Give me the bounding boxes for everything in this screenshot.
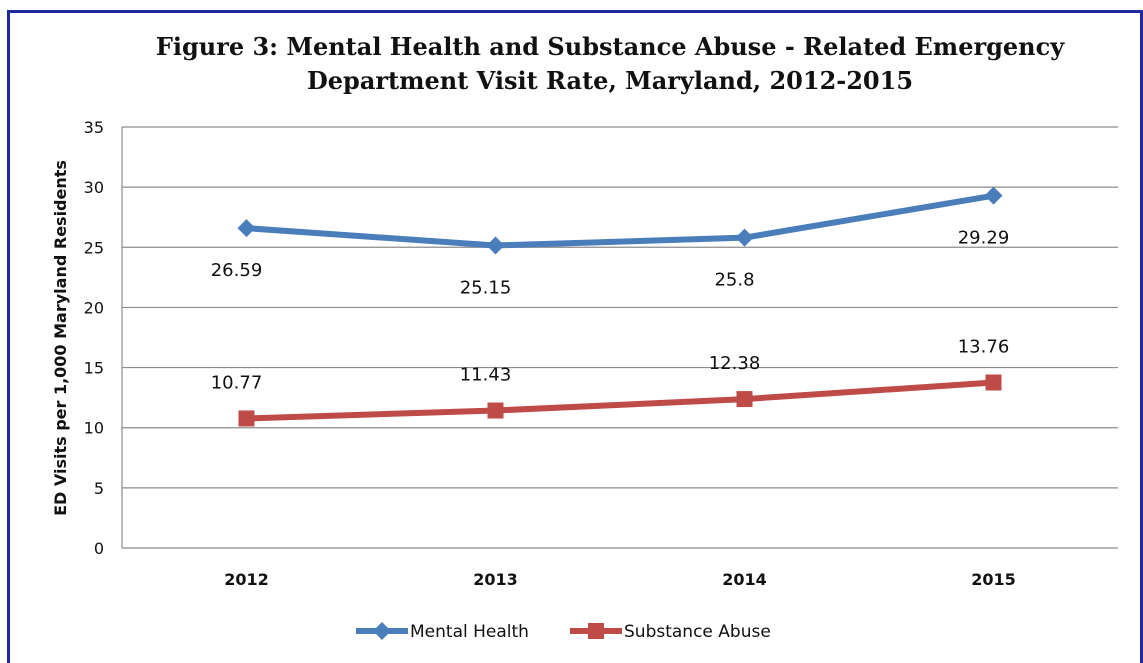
legend-item-mental-health: Mental Health [356,622,529,642]
x-tick-labels: 2012 2013 2014 2015 [224,570,1016,589]
data-label-substance-abuse: 11.43 [460,365,512,386]
data-point-mental-health [735,228,754,247]
data-label-mental-health: 26.59 [211,260,263,281]
data-label-substance-abuse: 10.77 [211,372,263,393]
data-point-mental-health [984,186,1003,205]
data-point-substance-abuse [487,402,504,419]
legend-item-substance-abuse: Substance Abuse [570,622,771,642]
y-tick-labels: 0 5 10 15 20 25 30 35 [84,118,104,558]
data-labels: 26.59 25.15 25.8 29.29 10.77 11.43 12.38 13.76 [211,228,1010,394]
series-mental-health [237,186,1003,255]
series-substance-abuse [238,374,1002,427]
chart-title-line-2: Department Visit Rate, Maryland, 2012-20… [306,66,914,95]
series [237,186,1003,427]
x-tick-label: 2015 [971,570,1016,589]
y-tick-label: 0 [94,539,104,558]
data-label-substance-abuse: 13.76 [958,336,1010,357]
chart-title-line-1: Figure 3: Mental Health and Substance Ab… [155,32,1065,61]
data-label-mental-health: 29.29 [958,228,1010,249]
y-tick-label: 20 [84,298,104,317]
gridlines [122,126,1118,489]
x-tick-label: 2013 [473,570,518,589]
y-tick-label: 25 [84,238,104,257]
legend-swatch-marker [373,622,391,640]
y-tick-label: 30 [84,178,104,197]
data-label-mental-health: 25.8 [714,270,754,291]
series-line-substance-abuse [243,379,997,422]
legend-label: Mental Health [410,622,529,642]
y-tick-label: 15 [84,359,104,378]
legend: Mental Health Substance Abuse [356,622,771,642]
frame-border-right [1140,10,1143,663]
data-label-mental-health: 25.15 [460,277,512,298]
data-point-mental-health [237,219,256,238]
data-point-mental-health [486,236,505,255]
y-tick-label: 35 [84,118,104,137]
data-point-substance-abuse [238,410,255,427]
x-tick-label: 2012 [224,570,269,589]
data-label-substance-abuse: 12.38 [709,353,761,374]
y-tick-label: 5 [94,479,104,498]
chart-title: Figure 3: Mental Health and Substance Ab… [60,30,1143,98]
axes [121,127,1118,549]
data-point-substance-abuse [736,391,753,408]
frame-border-left [7,10,10,663]
legend-swatch-marker [588,623,604,639]
y-tick-label: 10 [84,419,104,438]
y-axis-title: ED Visits per 1,000 Maryland Residents [51,160,70,516]
legend-label: Substance Abuse [624,622,771,642]
data-point-substance-abuse [985,374,1002,391]
frame-border-top [7,10,1143,13]
series-line-mental-health [243,192,997,249]
x-tick-label: 2014 [722,570,767,589]
